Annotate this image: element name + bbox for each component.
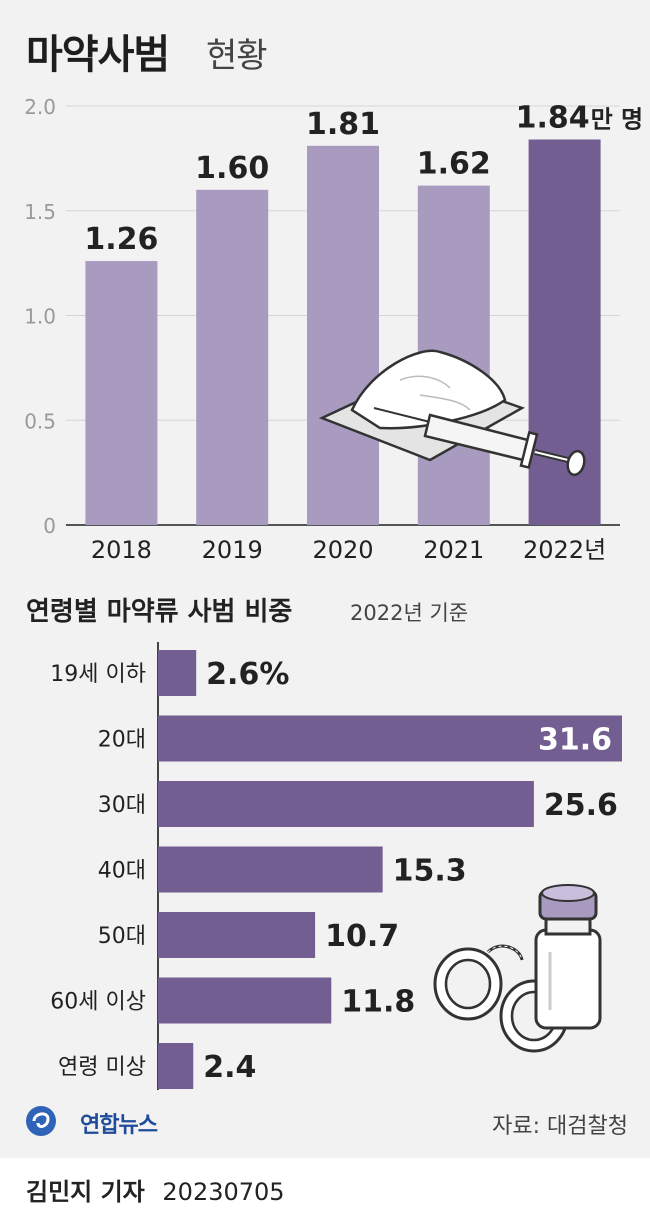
section-title: 연령별 마약류 사범 비중 bbox=[26, 597, 292, 627]
category-label: 50대 bbox=[98, 924, 146, 949]
category-label: 연령 미상 bbox=[58, 1055, 146, 1080]
offenders-bar-chart: 0 0.5 1.0 1.5 2.0 1.26 2018 1.60 2019 1.81 2020 1.… bbox=[24, 95, 644, 564]
bar bbox=[158, 912, 316, 958]
bar-value-label: 25.6 bbox=[544, 788, 618, 823]
publish-date: 20230705 bbox=[162, 1178, 285, 1206]
x-tick-label: 2019 bbox=[202, 536, 263, 564]
category-label: 30대 bbox=[98, 793, 146, 818]
unit-label: 만 명 bbox=[591, 106, 644, 134]
vial-icon bbox=[534, 884, 602, 1030]
bar-value-label: 1.60 bbox=[195, 151, 269, 186]
bar-value-label: 1.26 bbox=[84, 222, 158, 257]
bar-value-label: 1.62 bbox=[417, 147, 491, 182]
bar-value-label: 31.6 bbox=[538, 723, 612, 758]
bar-value-label: 11.8 bbox=[341, 985, 415, 1020]
syringe-and-powder-icon bbox=[318, 349, 586, 477]
x-tick-label: 2020 bbox=[312, 536, 373, 564]
category-label: 19세 이하 bbox=[50, 662, 146, 687]
x-tick-label: 2022년 bbox=[523, 536, 606, 564]
y-tick-label: 0.5 bbox=[24, 409, 56, 433]
bar bbox=[158, 846, 383, 893]
yonhap-logo-icon bbox=[26, 1106, 56, 1136]
logo-text: 연합뉴스 bbox=[80, 1113, 158, 1138]
footer: 김민지 기자 20230705 bbox=[0, 1158, 650, 1215]
bar bbox=[158, 977, 332, 1024]
page-title: 마약사범 bbox=[26, 32, 170, 78]
bar bbox=[158, 781, 534, 827]
y-tick-label: 1.5 bbox=[24, 200, 56, 224]
bar bbox=[307, 145, 379, 525]
bar bbox=[158, 715, 622, 762]
y-tick-label: 1.0 bbox=[24, 305, 56, 329]
section-subtitle: 2022년 기준 bbox=[350, 601, 468, 625]
x-tick-label: 2021 bbox=[423, 536, 484, 564]
bar bbox=[196, 189, 269, 526]
bar bbox=[528, 139, 601, 525]
category-label: 60세 이상 bbox=[50, 990, 146, 1015]
y-tick-label: 2.0 bbox=[24, 95, 56, 119]
bar-value-label: 2.4 bbox=[203, 1050, 256, 1085]
bar-value-label: 1.81 bbox=[306, 107, 380, 142]
page-subtitle: 현황 bbox=[206, 36, 268, 76]
x-tick-label: 2018 bbox=[91, 536, 152, 564]
age-share-bar-chart: 연령별 마약류 사범 비중 2022년 기준 19세 이하 2.6% 20대 31.6 3… bbox=[26, 597, 622, 1090]
bar-value-label: 1.84 bbox=[516, 101, 590, 136]
category-label: 20대 bbox=[98, 728, 146, 753]
category-label: 40대 bbox=[98, 859, 146, 884]
bar bbox=[158, 1043, 194, 1089]
y-tick-label: 0 bbox=[43, 514, 56, 538]
bar-value-label: 15.3 bbox=[393, 854, 467, 889]
source-note: 자료: 대검찰청 bbox=[492, 1114, 628, 1139]
reporter-name: 김민지 기자 bbox=[26, 1178, 145, 1206]
byline: 김민지 기자 20230705 bbox=[26, 1172, 285, 1207]
bar-value-label: 2.6% bbox=[206, 657, 289, 692]
bar-value-label: 10.7 bbox=[325, 919, 399, 954]
bar bbox=[158, 650, 197, 696]
bar bbox=[85, 261, 158, 525]
yonhap-logo: 연합뉴스 bbox=[24, 1103, 174, 1143]
